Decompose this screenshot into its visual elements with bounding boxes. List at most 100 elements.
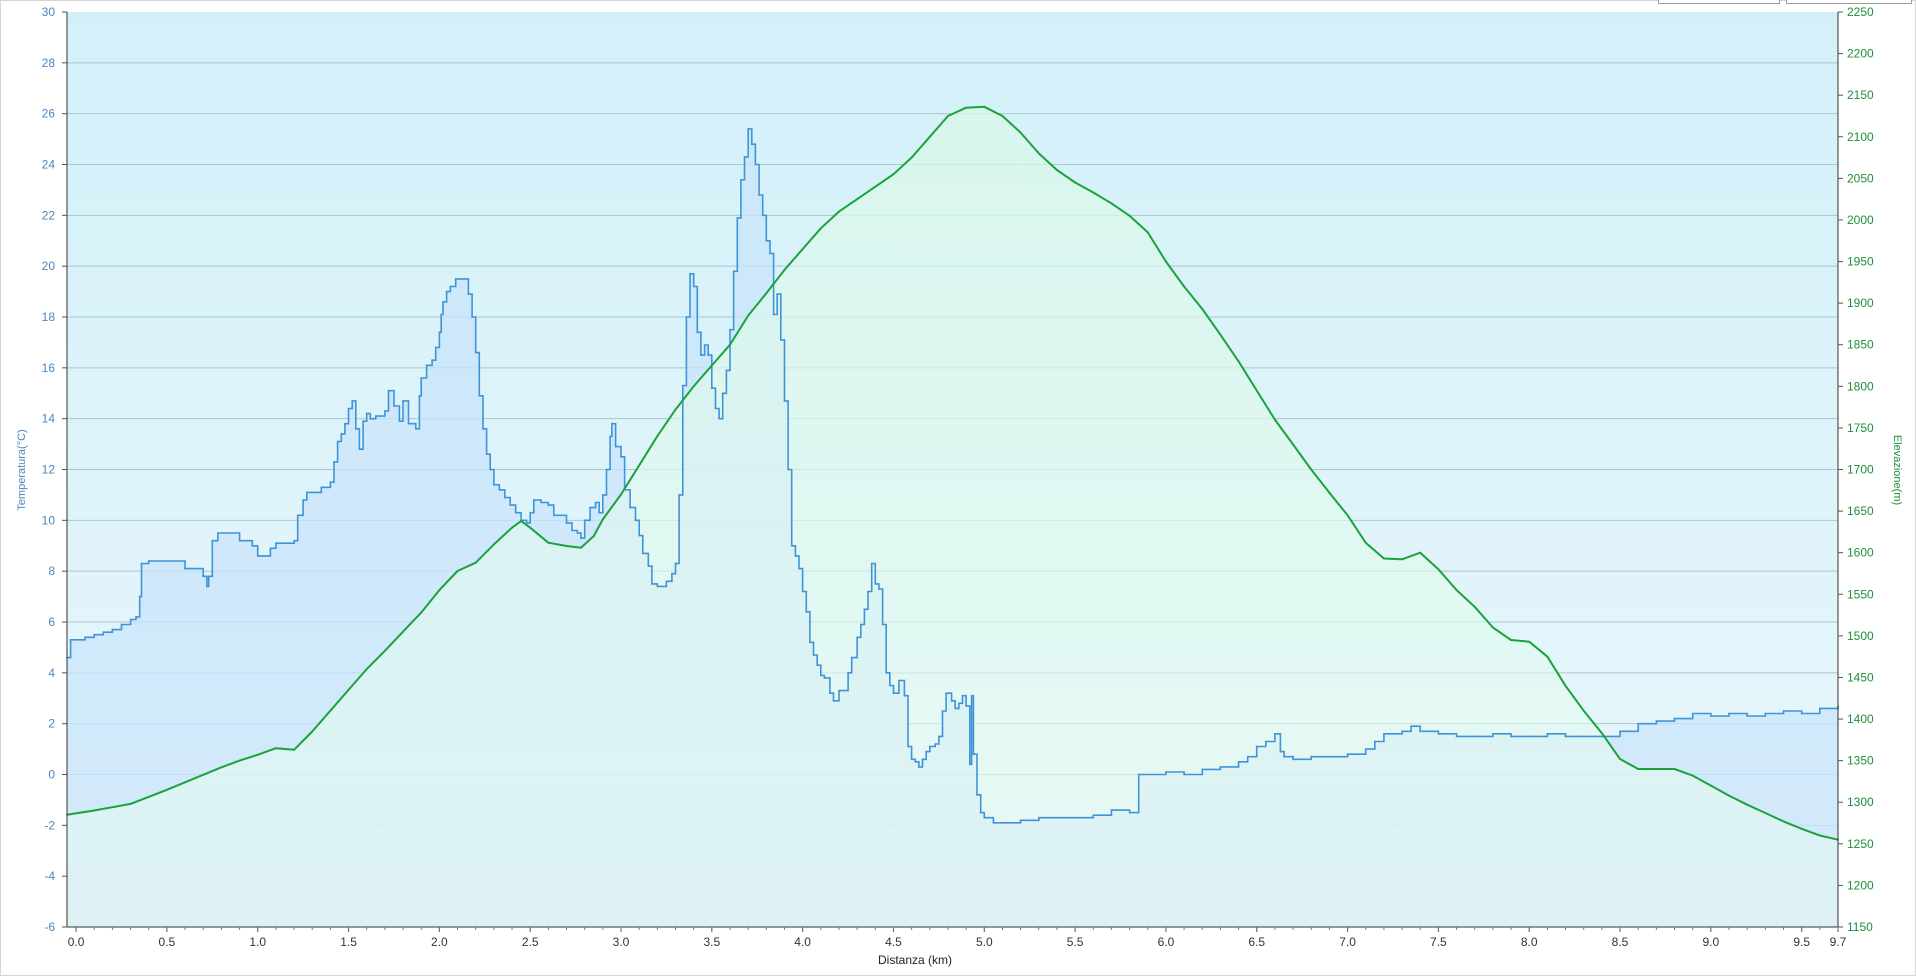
temperature-point (375, 415, 377, 417)
temperature-point (344, 422, 346, 425)
temperature-point (402, 400, 404, 402)
temperature-point (721, 392, 724, 395)
temperature-point (256, 555, 259, 557)
temperature-point (1710, 715, 1712, 717)
temperature-point (903, 694, 906, 697)
elevation-point (520, 520, 522, 522)
temperature-point (1383, 733, 1385, 735)
elevation-point (456, 570, 459, 572)
temperature-point (1691, 712, 1694, 715)
temperature-point (671, 572, 673, 575)
temperature-point (992, 822, 995, 824)
temperature-point (102, 631, 105, 633)
elevation-point (493, 543, 495, 546)
temperature-point (765, 240, 768, 242)
elevation-point (765, 292, 768, 295)
right-axis-ticks: 2250 2200 2150 2100 2050 2000 1950 1900 1850 1800… (1838, 5, 1874, 934)
x-tick-label: 9.0 (1703, 935, 1720, 949)
temperature-point (787, 468, 789, 471)
temperature-point (449, 285, 452, 288)
x-tick-label: 9.7 (1830, 935, 1847, 949)
temperature-point (1746, 715, 1748, 717)
elevation-point (1546, 655, 1549, 658)
toolbar-button-1[interactable] (1658, 0, 1780, 4)
temperature-point (211, 539, 214, 542)
x-tick-label: 3.0 (613, 935, 630, 949)
elevation-point (166, 788, 168, 791)
temperature-point (823, 677, 826, 679)
temperature-point (207, 575, 210, 578)
temperature-point (489, 468, 492, 471)
right-tick-label: 1700 (1847, 463, 1874, 477)
right-tick-label: 2250 (1847, 5, 1874, 19)
temperature-point (69, 639, 72, 641)
temperature-point (1219, 766, 1222, 768)
elevation-point (1364, 541, 1367, 544)
right-tick-label: 1200 (1847, 878, 1874, 892)
temperature-point (238, 539, 241, 542)
temperature-point (954, 707, 956, 710)
temperature-point (329, 481, 332, 484)
elevation-point (547, 541, 550, 544)
temperature-point (761, 214, 764, 217)
elevation-area (67, 106, 1838, 928)
temperature-point (1492, 733, 1494, 735)
elevation-point (1383, 557, 1385, 560)
elevation-point (1619, 758, 1621, 760)
temperature-point (703, 344, 706, 346)
temperature-point (1128, 811, 1131, 814)
elevation-point (1800, 827, 1803, 830)
right-tick-label: 1350 (1847, 754, 1874, 768)
temperature-point (751, 143, 753, 145)
left-tick-label: 2 (48, 717, 55, 731)
left-axis-title: Temperatura(°C) (16, 429, 28, 510)
temperature-point (623, 489, 626, 491)
temperature-point (598, 511, 600, 514)
temperature-point (358, 448, 361, 451)
temperature-point (147, 560, 150, 562)
temperature-point (1455, 735, 1458, 738)
temperature-point (790, 545, 793, 547)
temperature-point (251, 545, 254, 547)
right-tick-label: 1500 (1847, 629, 1874, 643)
temperature-point (485, 453, 488, 456)
elevation-point (1092, 191, 1095, 194)
temperature-point (1582, 735, 1585, 738)
temperature-point (938, 735, 940, 738)
temperature-point (754, 163, 757, 166)
temperature-point (961, 694, 964, 697)
temperature-point (867, 590, 869, 593)
right-tick-label: 1450 (1847, 670, 1874, 684)
temperature-point (914, 761, 917, 763)
temperature-point (206, 585, 208, 588)
right-axis-title: Elevazione(m) (1891, 435, 1903, 505)
elevation-point (238, 759, 241, 762)
elevation-point (129, 803, 132, 805)
right-tick-label: 1150 (1847, 920, 1873, 934)
temperature-point (320, 486, 323, 489)
temperature-point (682, 384, 684, 387)
x-tick-label: 8.5 (1612, 935, 1629, 949)
temperature-point (184, 567, 186, 570)
elevation-point (311, 730, 314, 733)
elevation-point (365, 668, 368, 670)
temperature-point (832, 700, 835, 702)
elevation-point (1292, 443, 1294, 446)
temperature-point (656, 585, 659, 588)
temperature-point (474, 351, 477, 354)
left-tick-label: 24 (42, 158, 56, 172)
temperature-point (471, 316, 473, 318)
right-tick-label: 1600 (1847, 546, 1874, 560)
temperature-point (478, 395, 481, 397)
temperature-point (921, 758, 924, 761)
elevation-point (1437, 568, 1440, 571)
toolbar-button-2[interactable] (1786, 0, 1912, 4)
temperature-point (892, 692, 895, 694)
elevation-point (1165, 260, 1167, 263)
elevation-point (729, 343, 731, 346)
temperature-point (965, 705, 967, 707)
temperature-point (525, 522, 528, 524)
elevation-point (474, 561, 477, 564)
temperature-point (493, 484, 495, 486)
temperature-point (135, 616, 137, 618)
